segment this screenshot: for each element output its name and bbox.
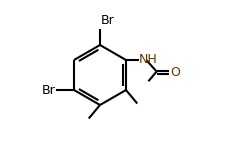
Text: Br: Br (42, 84, 55, 96)
Text: O: O (170, 66, 180, 79)
Text: NH: NH (139, 53, 158, 66)
Text: Br: Br (101, 14, 114, 27)
